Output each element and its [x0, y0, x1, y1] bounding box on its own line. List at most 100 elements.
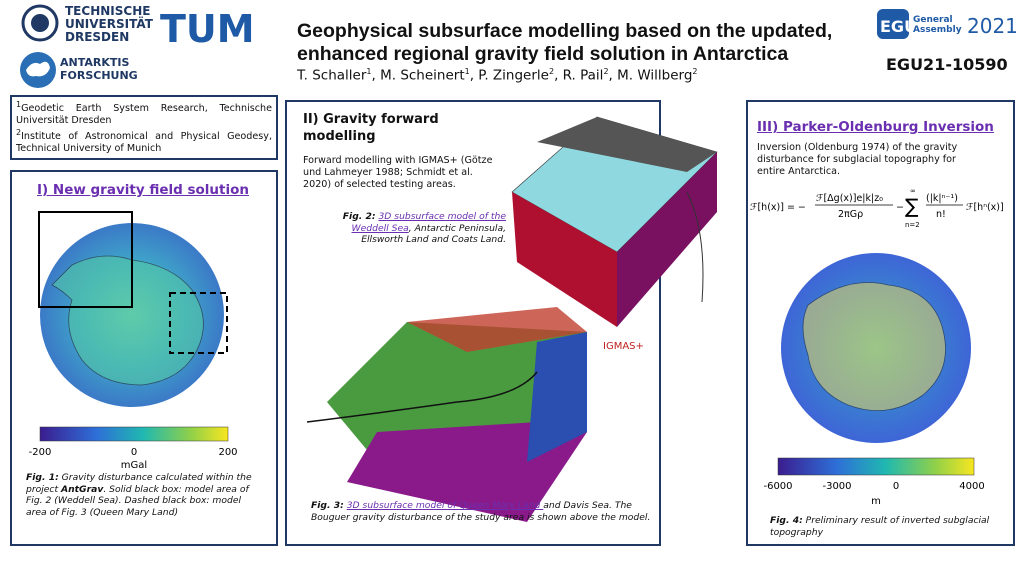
- antarktis-text: FORSCHUNG: [60, 69, 138, 82]
- panel2-text: Forward modelling with IGMAS+ (Götze und…: [303, 155, 493, 190]
- caption-label: Fig. 1:: [26, 472, 59, 483]
- tum-logo: TUM: [160, 7, 255, 51]
- gravity-surface: [327, 322, 587, 462]
- fig4-graphics: ℱ[h(x)] = − ℱ[Δg(x)]e|k|z₀ 2πGρ − ∑ ∞ n=…: [750, 187, 1004, 507]
- model-block-side: [527, 332, 587, 462]
- model-block: [347, 342, 587, 522]
- egu-logo: [877, 9, 909, 39]
- section-heading: I) New gravity field solution: [37, 182, 249, 198]
- formula-part: n=2: [905, 221, 920, 229]
- affiliation-text: Institute of Astronomical and Physical G…: [16, 131, 272, 155]
- affiliation: 1Geodetic Earth System Research, Technis…: [16, 99, 272, 127]
- egu-assembly: Assembly: [913, 25, 962, 35]
- model-side: [617, 152, 717, 327]
- colorbar: [39, 426, 229, 442]
- section-heading: II) Gravity forward: [303, 112, 439, 127]
- caption-link[interactable]: 3D subsurface model of the Weddell Sea: [351, 211, 506, 234]
- author-sup: 2: [692, 67, 698, 76]
- colorbar-tick: -200: [29, 447, 52, 458]
- formula-part: ∑: [905, 194, 919, 218]
- caption-text: , Antarctic Peninsula, Ellsworth Land an…: [361, 222, 506, 246]
- antarktis-text: ANTARKTIS: [60, 56, 129, 69]
- model-area-box: [38, 211, 133, 308]
- colorbar-tick: 0: [131, 447, 137, 458]
- model-side: [512, 192, 617, 327]
- authors: T. Schaller1, M. Scheinert1, P. Zingerle…: [297, 67, 698, 84]
- author-sup: 1: [366, 67, 372, 76]
- colorbar-tick: -3000: [822, 481, 851, 492]
- author-name: , M. Scheinert: [371, 67, 465, 84]
- panel-1: [10, 170, 278, 546]
- tud-name: UNIVERSITÄT: [65, 16, 154, 31]
- fig2-caption: Fig. 2: 3D subsurface model of the Wedde…: [330, 211, 506, 246]
- formula-part: ∞: [910, 187, 916, 195]
- author-name: , P. Zingerle: [469, 67, 549, 84]
- tud-name: TECHNISCHE: [65, 4, 150, 18]
- colorbar-unit: mGal: [121, 460, 147, 470]
- igmas-label: IGMAS+: [603, 341, 644, 352]
- title-line: enhanced regional gravity field solution…: [297, 43, 789, 65]
- caption-text: Preliminary result of inverted subglacia…: [770, 515, 990, 538]
- affiliation-sup: 2: [16, 128, 22, 138]
- panel-3: [746, 100, 1015, 546]
- colorbar-tick: 200: [218, 447, 237, 458]
- title-line: Geophysical subsurface modelling based o…: [297, 20, 833, 42]
- formula-part: 2πGρ: [838, 209, 863, 220]
- tud-name: DRESDEN: [65, 30, 129, 44]
- panel-2: [285, 100, 661, 546]
- affiliations-box: 1Geodetic Earth System Research, Technis…: [10, 95, 278, 160]
- continent-outline: [51, 255, 204, 386]
- formula-part: ℱ[h(x)] = −: [750, 202, 806, 213]
- tud-seal-inner: [31, 14, 49, 32]
- fig4-caption: Fig. 4: Preliminary result of inverted s…: [770, 515, 990, 538]
- formula-part: −: [896, 202, 904, 213]
- section-heading: modelling: [303, 129, 376, 144]
- fig1-caption: Fig. 1: Gravity disturbance calculated w…: [26, 472, 264, 518]
- caption-label: Fig. 3:: [311, 500, 344, 511]
- affiliation: 2Institute of Astronomical and Physical …: [16, 127, 272, 155]
- affiliation-sup: 1: [16, 100, 22, 109]
- egu-year: 2021: [967, 14, 1018, 38]
- colorbar-tick: 4000: [959, 481, 984, 492]
- caption-text: . Solid black box: model area of Fig. 2 …: [26, 483, 249, 518]
- continent-outline: [802, 282, 946, 411]
- formula-part: ℱ[Δg(x)]e|k|z₀: [816, 193, 883, 204]
- caption-bold: AntGrav: [61, 483, 104, 495]
- fig-3d-models: IGMAS+: [306, 116, 718, 522]
- model-area-box-dashed: [169, 292, 228, 354]
- author-name: , R. Pail: [554, 67, 604, 84]
- caption-label: Fig. 2:: [342, 211, 376, 222]
- formula-part: n!: [936, 209, 946, 220]
- model-dark-top: [537, 117, 717, 172]
- tud-seal: [21, 4, 59, 42]
- colorbar-tick: 0: [893, 481, 899, 492]
- colorbar: [777, 457, 975, 476]
- caption-text: Gravity disturbance calculated within th…: [26, 472, 252, 495]
- abstract-code: EGU21-10590: [886, 55, 1008, 74]
- coastline: [686, 191, 704, 303]
- section-heading: III) Parker-Oldenburg Inversion: [757, 119, 994, 135]
- gravity-high: [407, 307, 587, 352]
- egu-general: General: [913, 15, 953, 25]
- colorbar-tick: -6000: [763, 481, 792, 492]
- author-sup: 1: [464, 67, 470, 76]
- caption-label: Fig. 4:: [770, 515, 803, 526]
- author-name: , M. Willberg: [608, 67, 693, 84]
- affiliation-text: Geodetic Earth System Research, Technisc…: [16, 103, 272, 127]
- antarktis-map: [26, 61, 50, 77]
- fig3-caption: Fig. 3: 3D subsurface model of Queen Mar…: [311, 500, 656, 523]
- egu-text: EGU: [880, 17, 917, 36]
- caption-text: and Davis Sea. The Bouguer gravity distu…: [311, 500, 651, 523]
- formula: ℱ[h(x)] = − ℱ[Δg(x)]e|k|z₀ 2πGρ − ∑ ∞ n=…: [750, 187, 1004, 229]
- formula-part: ℱ[hⁿ(x)]: [966, 202, 1004, 213]
- author-sup: 2: [548, 67, 555, 76]
- coastline: [306, 371, 538, 423]
- author-name: T. Schaller: [297, 67, 367, 84]
- colorbar-unit: m: [871, 496, 881, 507]
- caption-link[interactable]: 3D subsurface model of Queen Mary Land: [346, 500, 544, 511]
- panel3-text: Inversion (Oldenburg 1974) of the gravit…: [757, 142, 958, 177]
- author-sup: 2: [603, 67, 609, 76]
- fig1-graphics: -200 0 200 mGal: [29, 211, 238, 470]
- formula-part: (|k|ⁿ⁻¹): [926, 193, 958, 204]
